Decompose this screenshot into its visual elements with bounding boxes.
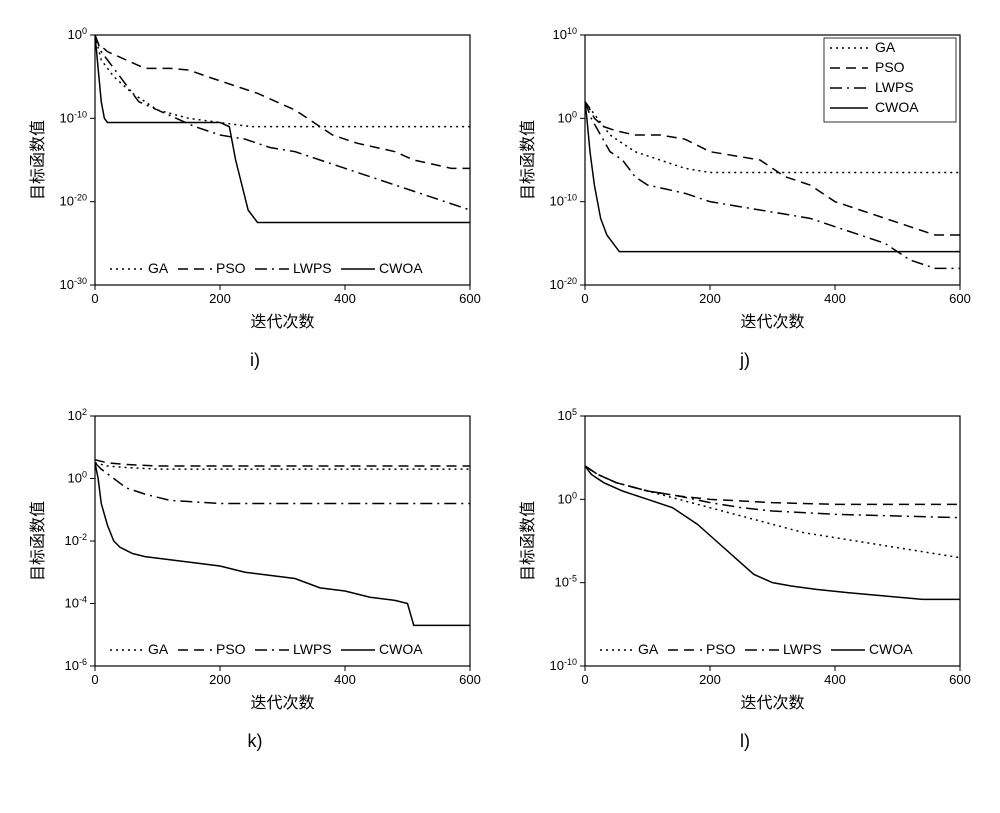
svg-text:10-10: 10-10 [550, 657, 577, 673]
svg-text:105: 105 [558, 407, 577, 423]
svg-text:400: 400 [334, 291, 356, 306]
svg-text:200: 200 [699, 291, 721, 306]
subplot-label-j: j) [740, 350, 750, 371]
svg-text:200: 200 [209, 672, 231, 687]
panel-j: 0 200 400 600 10-20 10-10 100 1010 迭代次数 目标函数值 GA PS… [510, 20, 980, 371]
svg-text:10-4: 10-4 [65, 595, 87, 611]
svg-text:LWPS: LWPS [293, 260, 332, 276]
svg-text:100: 100 [558, 490, 577, 506]
panel-i: 0 200 400 600 10-30 10-20 10-10 100 迭代次数 目标函数值 GA P… [20, 20, 490, 371]
svg-text:LWPS: LWPS [783, 641, 822, 657]
svg-text:100: 100 [68, 470, 87, 486]
svg-text:GA: GA [148, 260, 169, 276]
subplot-label-l: l) [740, 731, 750, 752]
svg-text:PSO: PSO [216, 641, 246, 657]
svg-text:10-6: 10-6 [65, 657, 87, 673]
subplot-label-i: i) [250, 350, 260, 371]
svg-text:10-10: 10-10 [60, 109, 87, 125]
svg-text:LWPS: LWPS [293, 641, 332, 657]
svg-text:CWOA: CWOA [869, 641, 913, 657]
chart-grid: 020040060010-3010-2010-10100迭代次数目标函数值GAP… [20, 20, 980, 752]
panel-l: 0 200 400 600 10-10 10-5 100 105 迭代次数 目标函数值 GA PSO L… [510, 401, 980, 752]
svg-text:CWOA: CWOA [379, 641, 423, 657]
svg-text:PSO: PSO [706, 641, 736, 657]
svg-text:10-10: 10-10 [550, 193, 577, 209]
svg-text:200: 200 [699, 672, 721, 687]
svg-text:600: 600 [459, 291, 481, 306]
svg-text:10-20: 10-20 [550, 276, 577, 292]
svg-text:PSO: PSO [216, 260, 246, 276]
svg-text:目标函数值: 目标函数值 [519, 120, 537, 200]
svg-text:PSO: PSO [875, 59, 905, 75]
svg-text:CWOA: CWOA [379, 260, 423, 276]
svg-text:600: 600 [949, 672, 971, 687]
svg-text:目标函数值: 目标函数值 [29, 120, 47, 200]
svg-text:400: 400 [334, 672, 356, 687]
svg-text:10-30: 10-30 [60, 276, 87, 292]
svg-text:10-2: 10-2 [65, 532, 87, 548]
svg-text:迭代次数: 迭代次数 [740, 694, 804, 712]
svg-text:1010: 1010 [553, 26, 577, 42]
svg-text:目标函数值: 目标函数值 [29, 501, 47, 581]
svg-text:600: 600 [949, 291, 971, 306]
svg-text:10-5: 10-5 [555, 574, 577, 590]
svg-text:600: 600 [459, 672, 481, 687]
svg-text:迭代次数: 迭代次数 [250, 694, 314, 712]
svg-text:400: 400 [824, 672, 846, 687]
svg-text:目标函数值: 目标函数值 [519, 501, 537, 581]
chart-k: 0 200 400 600 10-6 10-4 10-2 100 102 迭代次数 目标函数值 GA P… [25, 401, 485, 721]
svg-text:10-20: 10-20 [60, 193, 87, 209]
svg-text:迭代次数: 迭代次数 [740, 313, 804, 331]
chart-l: 0 200 400 600 10-10 10-5 100 105 迭代次数 目标函数值 GA PSO L… [515, 401, 975, 721]
chart-i: 0 200 400 600 10-30 10-20 10-10 100 迭代次数 目标函数值 GA P… [25, 20, 485, 340]
svg-text:0: 0 [581, 672, 588, 687]
svg-text:102: 102 [68, 407, 87, 423]
svg-text:0: 0 [91, 672, 98, 687]
panel-k: 0 200 400 600 10-6 10-4 10-2 100 102 迭代次数 目标函数值 GA P… [20, 401, 490, 752]
svg-text:0: 0 [91, 291, 98, 306]
chart-j: 0 200 400 600 10-20 10-10 100 1010 迭代次数 目标函数值 GA PS… [515, 20, 975, 340]
svg-text:迭代次数: 迭代次数 [250, 313, 314, 331]
svg-text:CWOA: CWOA [875, 99, 919, 115]
svg-text:GA: GA [638, 641, 659, 657]
svg-text:GA: GA [875, 39, 896, 55]
svg-text:100: 100 [68, 26, 87, 42]
svg-text:GA: GA [148, 641, 169, 657]
subplot-label-k: k) [248, 731, 263, 752]
svg-text:100: 100 [558, 109, 577, 125]
svg-text:LWPS: LWPS [875, 79, 914, 95]
svg-text:400: 400 [824, 291, 846, 306]
svg-text:200: 200 [209, 291, 231, 306]
svg-text:0: 0 [581, 291, 588, 306]
